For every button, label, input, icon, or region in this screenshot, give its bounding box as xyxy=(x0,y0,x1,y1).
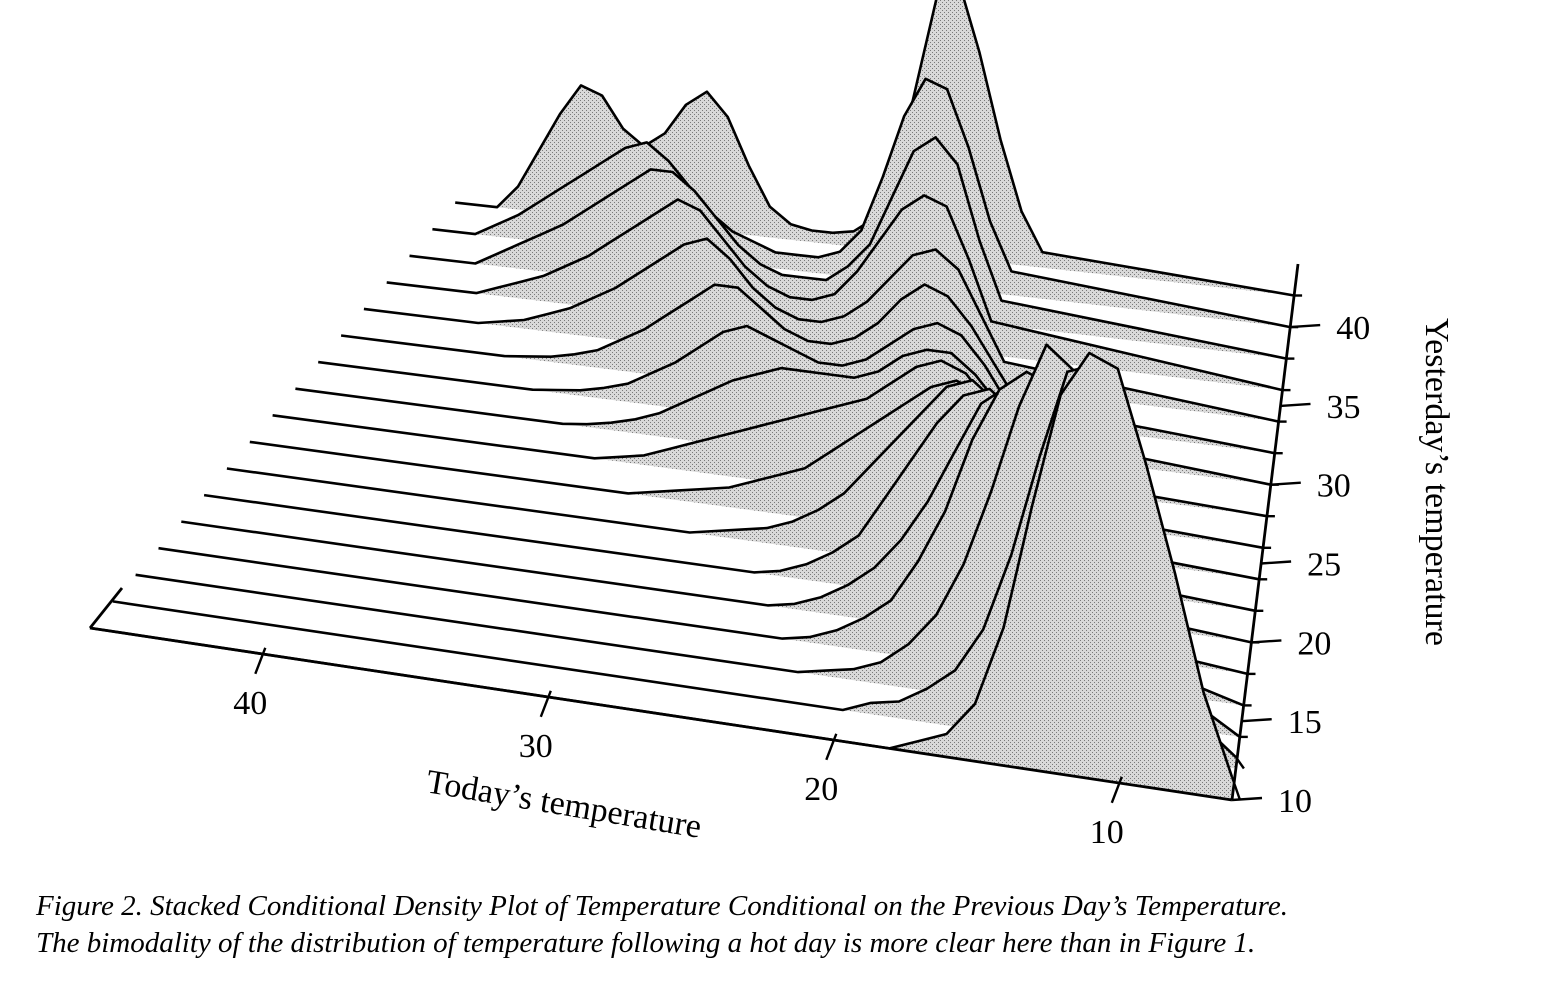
y-tick-label: 40 xyxy=(1336,310,1370,347)
y-tick-mark xyxy=(1251,639,1282,644)
density-ridges xyxy=(89,0,1303,804)
y-tick-label: 10 xyxy=(1278,783,1312,820)
y-axis-ticks: 10 15 20 25 30 35 40 xyxy=(1231,310,1370,820)
y-tick-mark xyxy=(1270,481,1301,486)
y-tick-label: 30 xyxy=(1317,468,1351,505)
x-tick-mark xyxy=(539,690,552,718)
ridge-fill-y14 xyxy=(135,344,1240,737)
caption-line-1: Figure 2. Stacked Conditional Density Pl… xyxy=(36,890,1288,922)
ridge-fill-y36 xyxy=(386,195,1283,391)
y-tick-label: 25 xyxy=(1307,547,1341,584)
x-axis-title: Today’s temperature xyxy=(424,763,704,845)
ridge-line-y40 xyxy=(432,77,1291,329)
x-axis-ticks: 10 20 30 40 xyxy=(233,647,1124,851)
ridge-fill-y10 xyxy=(90,353,1232,800)
ridge-line-y42 xyxy=(455,0,1295,297)
ridge-line-y10 xyxy=(89,351,1234,778)
ridge-line-y28 xyxy=(295,348,1268,518)
x-tick-label: 30 xyxy=(519,728,553,765)
front-axis-line xyxy=(89,626,1233,802)
x-tick-label: 20 xyxy=(804,771,838,808)
y-tick-label: 15 xyxy=(1288,704,1322,741)
ridge-line-y36 xyxy=(386,194,1283,392)
y-tick-label: 35 xyxy=(1327,389,1361,426)
x-tick-label: 10 xyxy=(1090,814,1124,851)
left-corner-edge xyxy=(88,587,124,629)
ridge-line-y34 xyxy=(363,237,1279,423)
ridge-fill-y38 xyxy=(409,137,1287,359)
y-tick-mark xyxy=(1231,796,1263,802)
right-axis-line xyxy=(1230,263,1300,801)
ridge-plot: 10 20 30 40 10 15 20 25 30 35 40 Today’s temperat… xyxy=(88,0,1455,851)
caption-line-2: The bimodality of the distribution of te… xyxy=(36,927,1256,959)
figure-caption: Figure 2. Stacked Conditional Density Pl… xyxy=(36,888,1536,962)
ridge-line-y30 xyxy=(318,321,1272,486)
y-tick-label: 20 xyxy=(1297,625,1331,662)
x-tick-mark xyxy=(254,647,267,675)
y-tick-mark xyxy=(1241,718,1272,723)
y-tick-mark xyxy=(1261,560,1292,565)
y-tick-mark xyxy=(1280,402,1311,408)
y-axis-title: Yesterday’s temperature xyxy=(1418,318,1455,646)
ridge-line-y32 xyxy=(340,283,1275,455)
x-tick-mark xyxy=(1110,776,1123,804)
x-tick-mark xyxy=(825,733,838,761)
y-tick-mark xyxy=(1290,323,1321,329)
ridge-line-y38 xyxy=(409,136,1287,360)
x-tick-label: 40 xyxy=(233,685,267,722)
plot-frame xyxy=(88,263,1300,802)
